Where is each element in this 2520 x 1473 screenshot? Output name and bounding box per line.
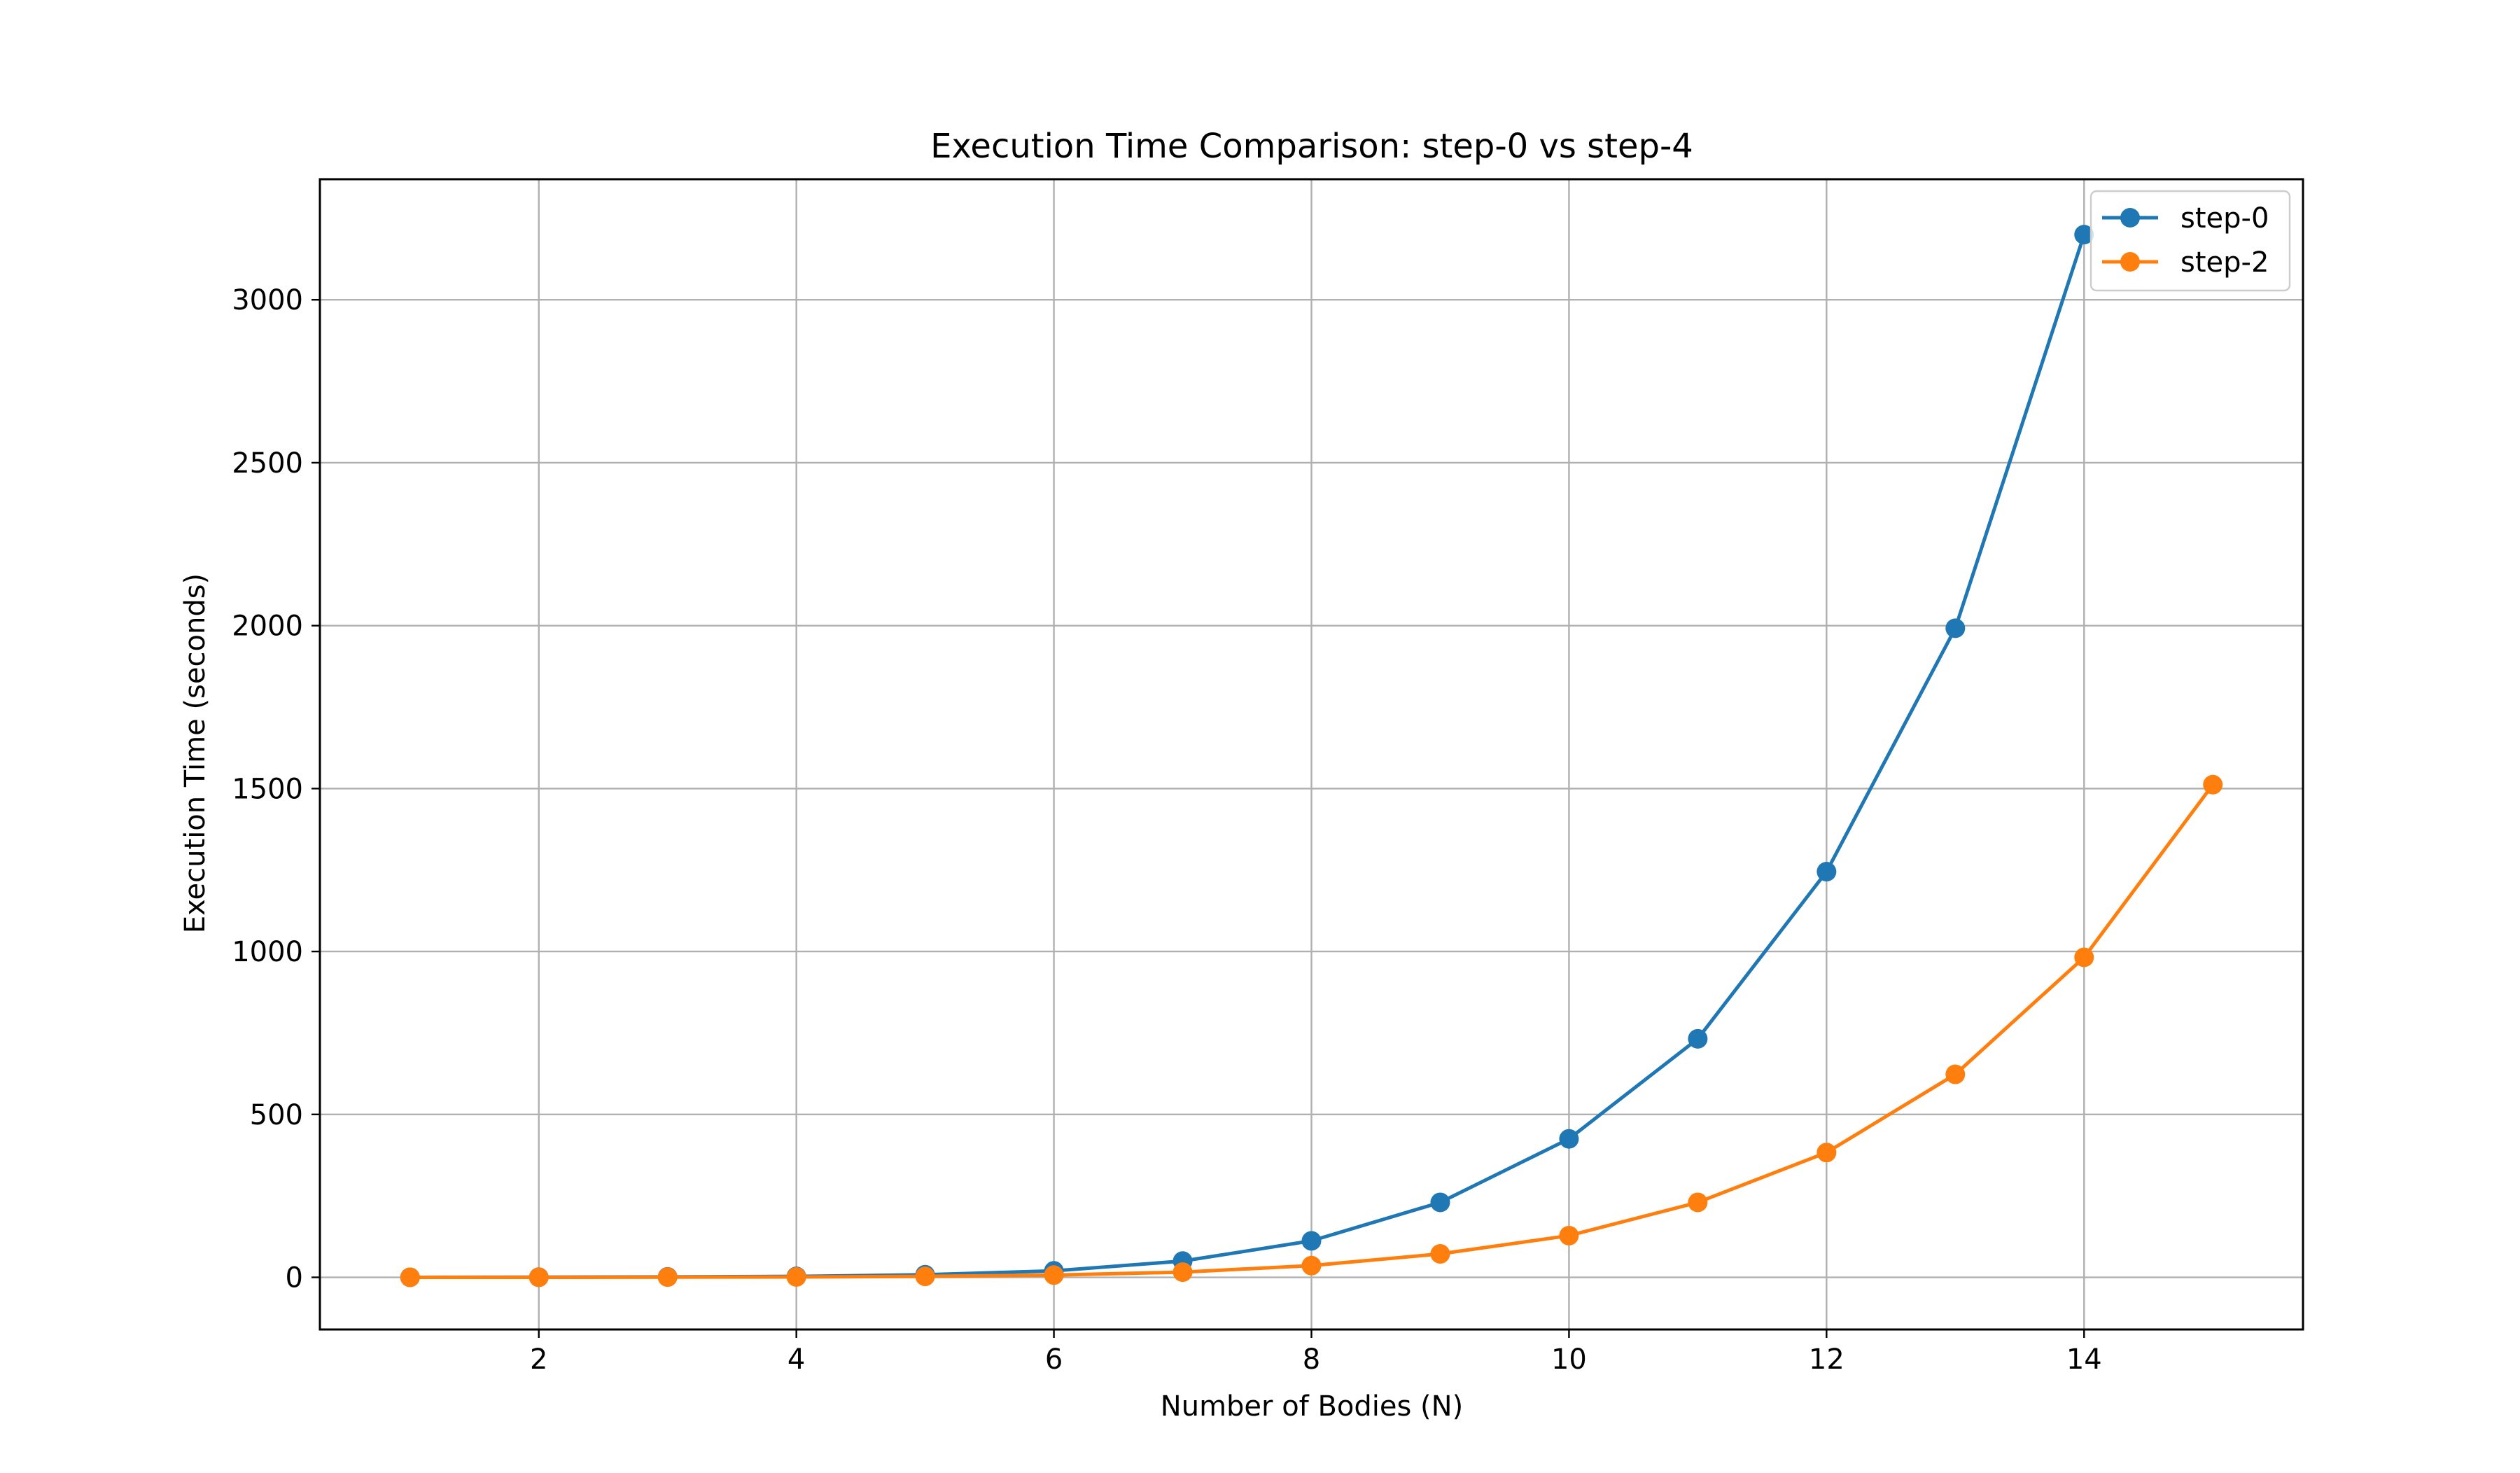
- x-tick-label: 14: [2066, 1343, 2102, 1376]
- data-point-step-2: [1688, 1192, 1708, 1213]
- legend-marker-step-2: [2120, 252, 2140, 272]
- data-point-step-2: [1301, 1255, 1322, 1276]
- data-point-step-0: [1688, 1028, 1708, 1049]
- data-point-step-0: [1559, 1129, 1579, 1149]
- data-point-step-0: [1430, 1192, 1450, 1213]
- data-point-step-2: [2203, 774, 2223, 795]
- data-point-step-0: [1816, 862, 1837, 882]
- x-tick-label: 12: [1809, 1343, 1844, 1376]
- data-point-step-0: [2074, 225, 2094, 245]
- data-point-step-2: [1172, 1262, 1193, 1283]
- x-axis-label: Number of Bodies (N): [1161, 1390, 1463, 1423]
- y-tick-label: 500: [250, 1099, 303, 1131]
- data-point-step-2: [1559, 1225, 1579, 1245]
- data-point-step-2: [786, 1266, 806, 1287]
- x-tick-label: 10: [1551, 1343, 1587, 1376]
- legend: step-0 step-2: [2090, 190, 2291, 292]
- data-point-step-2: [1945, 1064, 1966, 1084]
- legend-label: step-2: [2180, 246, 2269, 279]
- x-tick-label: 6: [1045, 1343, 1063, 1376]
- data-point-step-2: [400, 1267, 420, 1287]
- series-step-2: [400, 774, 2223, 1287]
- chart-title: Execution Time Comparison: step-0 vs ste…: [930, 127, 1693, 166]
- y-tick-label: 1000: [232, 936, 303, 968]
- data-point-step-2: [2074, 947, 2094, 968]
- data-point-step-2: [528, 1267, 549, 1287]
- y-tick-label: 3000: [232, 284, 303, 316]
- legend-item-step-0: step-0: [2102, 202, 2269, 235]
- axis-ticks: 2 4 6 8 10 12 14 0 500 1000 1500 2000 2500 3000: [232, 284, 2102, 1376]
- x-tick-label: 2: [530, 1343, 547, 1376]
- y-axis-label: Execution Time (seconds): [179, 573, 211, 933]
- y-tick-label: 0: [286, 1262, 303, 1294]
- y-tick-label: 1500: [232, 773, 303, 805]
- y-tick-label: 2000: [232, 610, 303, 643]
- plot-series: [400, 225, 2223, 1287]
- data-point-step-2: [1816, 1143, 1837, 1163]
- data-point-step-0: [1945, 618, 1966, 638]
- legend-item-step-2: step-2: [2102, 246, 2269, 279]
- y-tick-label: 2500: [232, 447, 303, 480]
- data-point-step-0: [1301, 1231, 1322, 1251]
- data-point-step-2: [915, 1266, 935, 1287]
- data-point-step-2: [1044, 1265, 1064, 1285]
- legend-label: step-0: [2180, 202, 2269, 235]
- x-tick-label: 4: [788, 1343, 805, 1376]
- legend-marker-step-0: [2120, 208, 2140, 228]
- x-tick-label: 8: [1303, 1343, 1320, 1376]
- data-point-step-2: [657, 1267, 678, 1287]
- data-point-step-2: [1430, 1244, 1450, 1264]
